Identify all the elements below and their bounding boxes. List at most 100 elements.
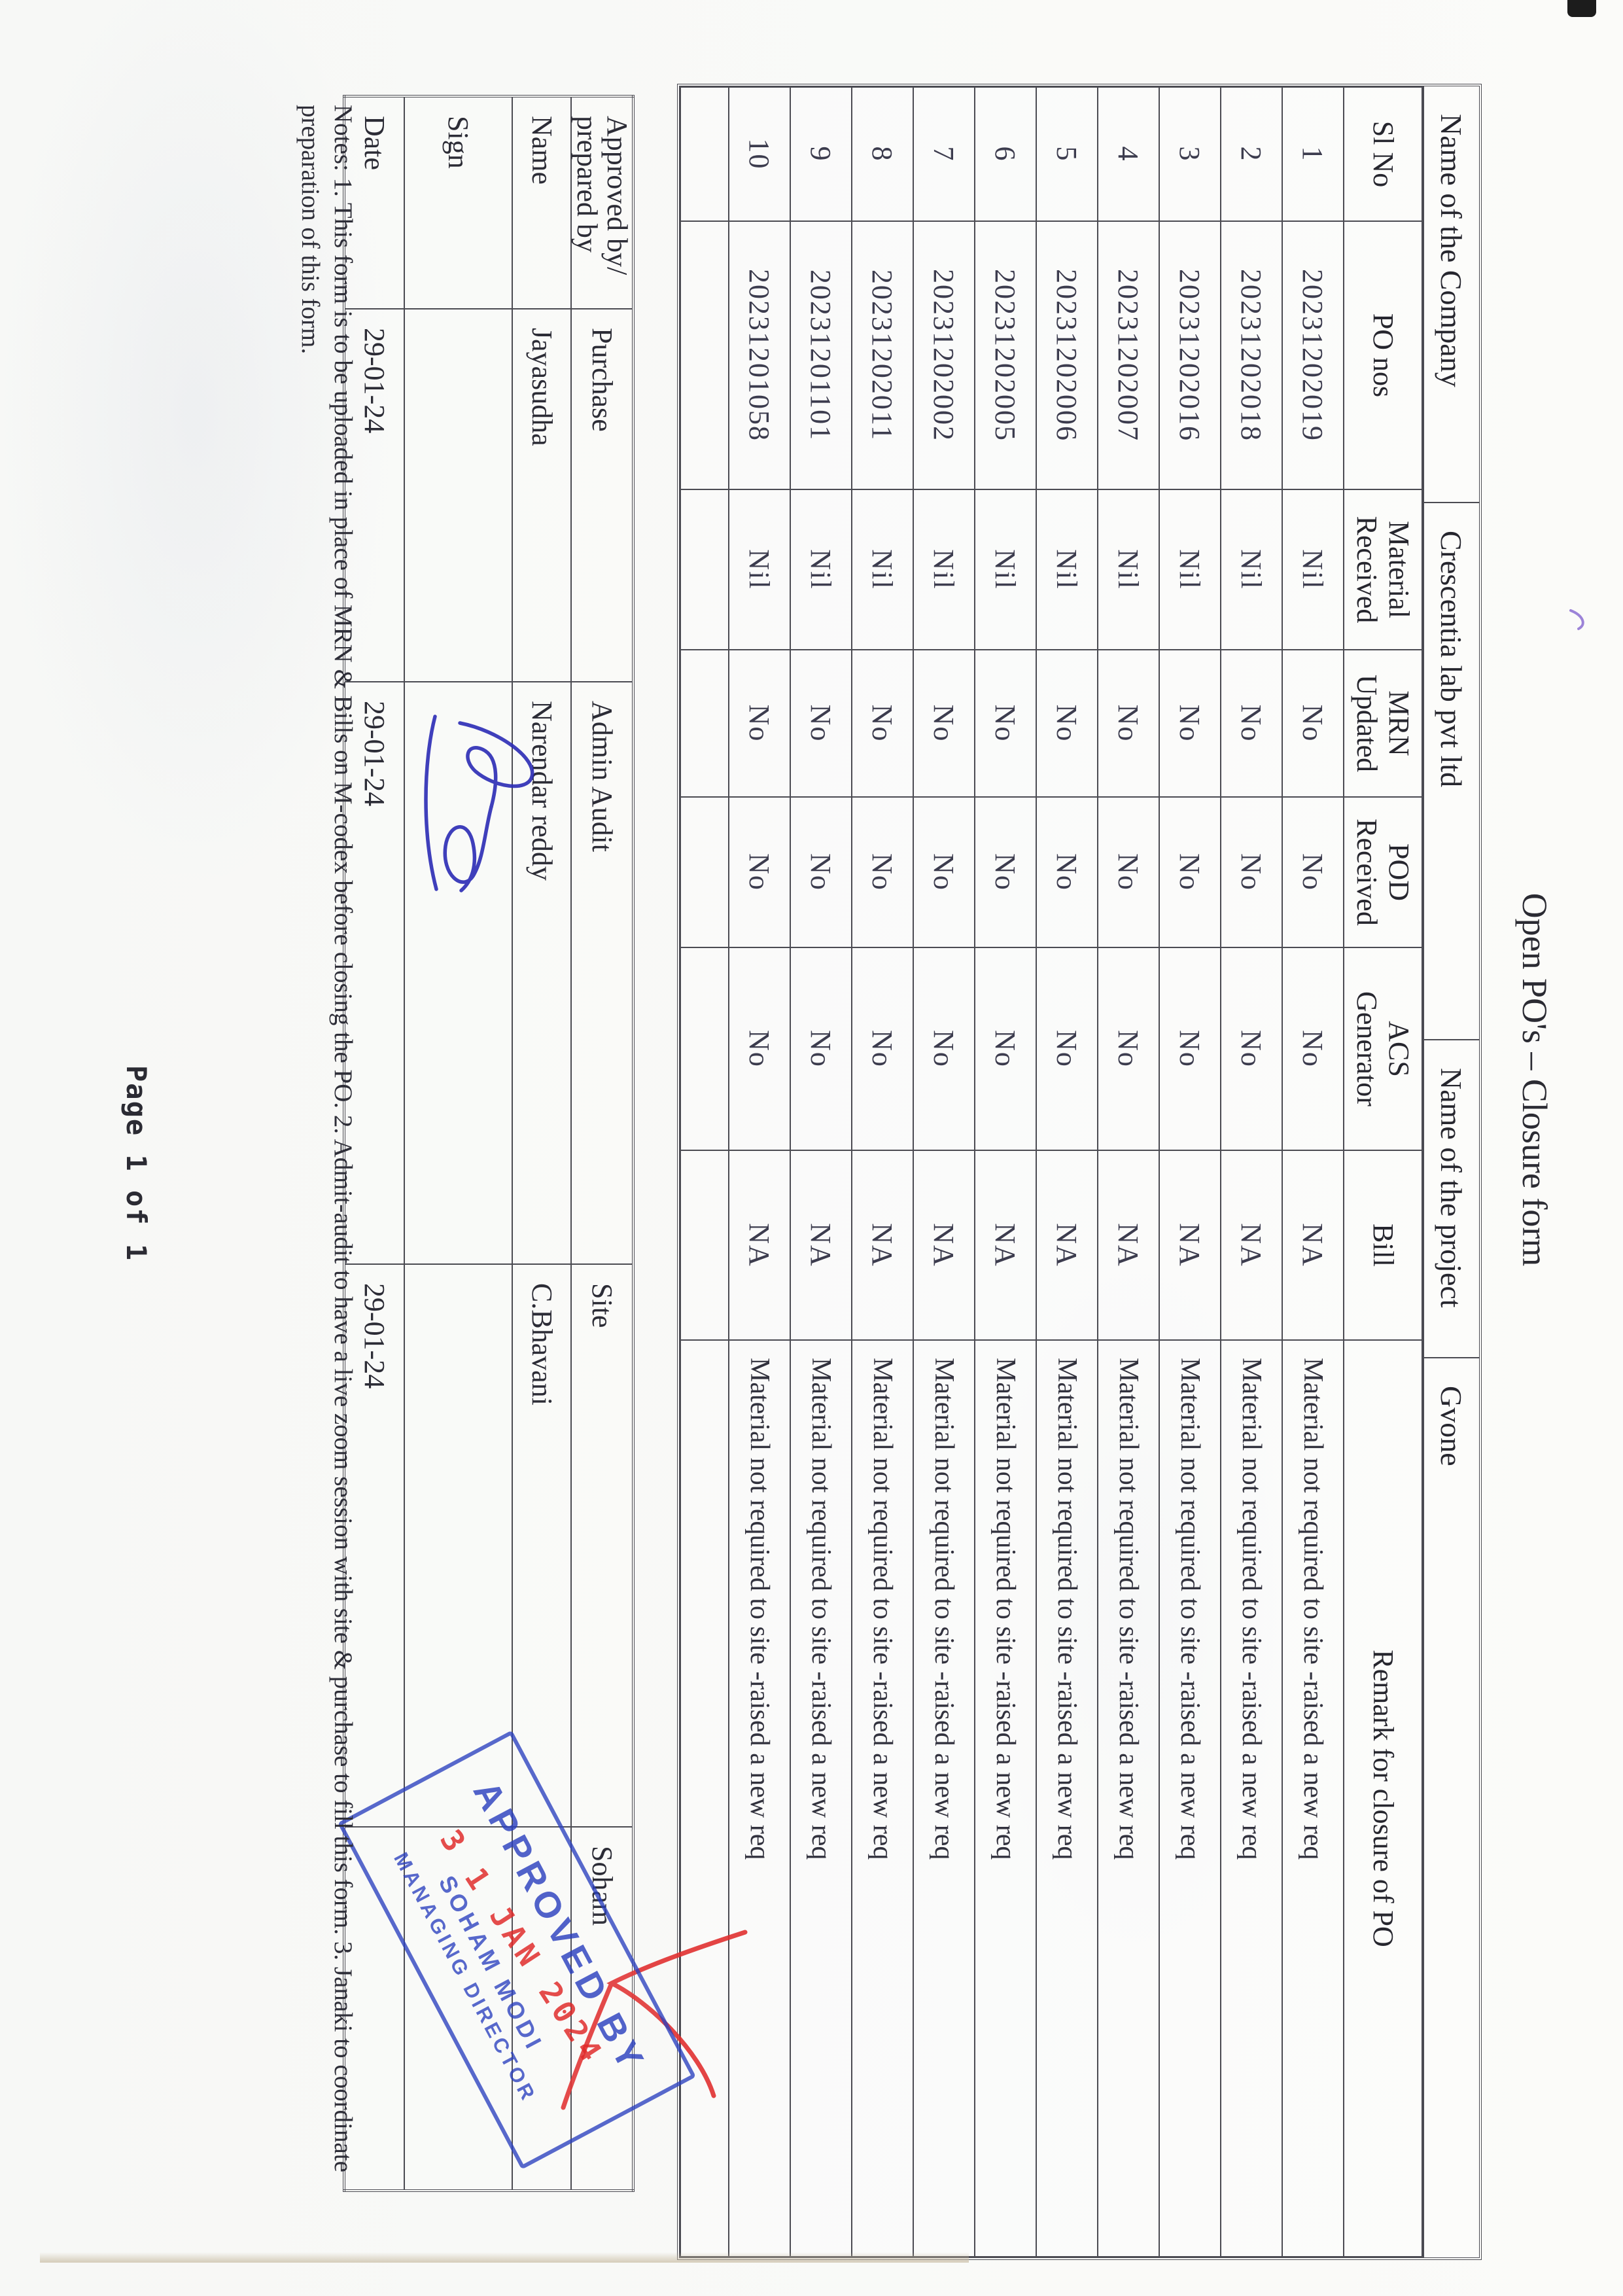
name-site: C.Bhavani [512,1264,571,1827]
empty-cell [680,650,729,797]
pen-mark [1569,609,1584,630]
project-label-cell: Name of the project [1424,1040,1479,1358]
cell-mrn-updated: No [1282,650,1344,797]
cell-pod-received: No [1221,797,1282,947]
cell-pod-received: No [1282,797,1344,947]
cell-pod-received: No [1036,797,1098,947]
cell-bill: NA [1098,1150,1159,1340]
cell-acs-generator: No [1282,947,1344,1150]
cell-acs-generator: No [790,947,852,1150]
cell-acs-generator: No [1098,947,1159,1150]
dept-admin-audit: Admin Audit [570,682,633,1264]
form-title: Open PO's – Closure form [1515,892,1554,1267]
cell-po-no: 20231202006 [1036,221,1098,489]
cell-pod-received: No [790,797,852,947]
cell-acs-generator: No [1159,947,1221,1150]
cell-acs-generator: No [975,947,1036,1150]
cell-bill: NA [852,1150,913,1340]
cell-sl-no: 10 [729,87,790,221]
cell-sl-no: 7 [913,87,975,221]
cell-sl-no: 1 [1282,87,1344,221]
cell-po-no: 20231202016 [1159,221,1221,489]
cell-pod-received: No [975,797,1036,947]
cell-remark: Material not required to site -raised a … [1282,1340,1344,2257]
col-header-sl-no: Sl No [1344,87,1422,221]
po-table-body: 1 20231202019 Nil No No No NA Material not requ… [680,87,1344,2257]
empty-cell [680,1150,729,1340]
cell-bill: NA [1159,1150,1221,1340]
approved-by-label: Approved by/ prepared by [570,96,633,309]
scan-corner-mark [1567,0,1596,17]
cell-remark: Material not required to site -raised a … [975,1340,1036,2257]
cell-po-no: 20231202005 [975,221,1036,489]
col-header-mrn-updated: MRN Updated [1344,650,1422,797]
empty-cell [680,221,729,489]
cell-acs-generator: No [729,947,790,1150]
cell-bill: NA [790,1150,852,1340]
po-table: Name of the Company Crescentia lab pvt l… [677,84,1482,2260]
sign-purchase [404,309,512,682]
notes-line-2: preparation of this form. [296,105,324,355]
cell-material-received: Nil [729,489,790,650]
cell-pod-received: No [1159,797,1221,947]
name-purchase: Jayasudha [512,309,571,682]
cell-bill: NA [913,1150,975,1340]
cell-bill: NA [729,1150,790,1340]
table-row: 9 20231201101 Nil No No No NA Material not requ… [790,87,852,2257]
cell-sl-no: 6 [975,87,1036,221]
cell-bill: NA [1221,1150,1282,1340]
col-header-pod-received: POD Received [1344,797,1422,947]
red-checkmark [561,1930,748,2110]
cell-sl-no: 5 [1036,87,1098,221]
cell-bill: NA [975,1150,1036,1340]
col-header-bill: Bill [1344,1150,1422,1340]
cell-mrn-updated: No [1221,650,1282,797]
cell-sl-no: 4 [1098,87,1159,221]
cell-po-no: 20231201058 [729,221,790,489]
col-header-po-nos: PO nos [1344,221,1422,489]
empty-cell [680,1340,729,2257]
empty-cell [680,947,729,1150]
project-name-cell: Gvone [1435,1386,1469,1466]
cell-mrn-updated: No [729,650,790,797]
cell-pod-received: No [729,797,790,947]
cell-mrn-updated: No [975,650,1036,797]
empty-cell [680,87,729,221]
dept-purchase: Purchase [570,309,633,682]
table-row: 6 20231202005 Nil No No No NA Material not requ… [975,87,1036,2257]
cell-remark: Material not required to site -raised a … [1159,1340,1221,2257]
cell-remark: Material not required to site -raised a … [729,1340,790,2257]
cell-material-received: Nil [1159,489,1221,650]
column-header-row: Sl No PO nos Material Received MRN Updat… [1344,87,1422,2257]
col-header-acs-generator: ACS Generator [1344,947,1422,1150]
cell-acs-generator: No [1036,947,1098,1150]
cell-material-received: Nil [975,489,1036,650]
table-row: 1 20231202019 Nil No No No NA Material not requ… [1282,87,1344,2257]
cell-sl-no: 3 [1159,87,1221,221]
cell-remark: Material not required to site -raised a … [1098,1340,1159,2257]
cell-acs-generator: No [852,947,913,1150]
table-row: 4 20231202007 Nil No No No NA Material not requ… [1098,87,1159,2257]
cell-po-no: 20231202007 [1098,221,1159,489]
cell-remark: Material not required to site -raised a … [790,1340,852,2257]
table-row: 2 20231202018 Nil No No No NA Material not requ… [1221,87,1282,2257]
company-label-cell: Name of the Company [1424,86,1479,503]
cell-remark: Material not required to site -raised a … [913,1340,975,2257]
cell-po-no: 20231202002 [913,221,975,489]
cell-material-received: Nil [913,489,975,650]
cell-po-no: 20231202018 [1221,221,1282,489]
cell-mrn-updated: No [1159,650,1221,797]
notes-line-1: Notes: 1. This form is to be uploaded in… [329,105,357,2172]
cell-pod-received: No [913,797,975,947]
cell-mrn-updated: No [790,650,852,797]
cell-material-received: Nil [1036,489,1098,650]
empty-cell [680,797,729,947]
cell-mrn-updated: No [913,650,975,797]
col-header-material-received: Material Received [1344,489,1422,650]
notes: Notes: 1. This form is to be uploaded in… [294,105,359,2290]
cell-sl-no: 2 [1221,87,1282,221]
cell-po-no: 20231202019 [1282,221,1344,489]
cell-remark: Material not required to site -raised a … [1221,1340,1282,2257]
